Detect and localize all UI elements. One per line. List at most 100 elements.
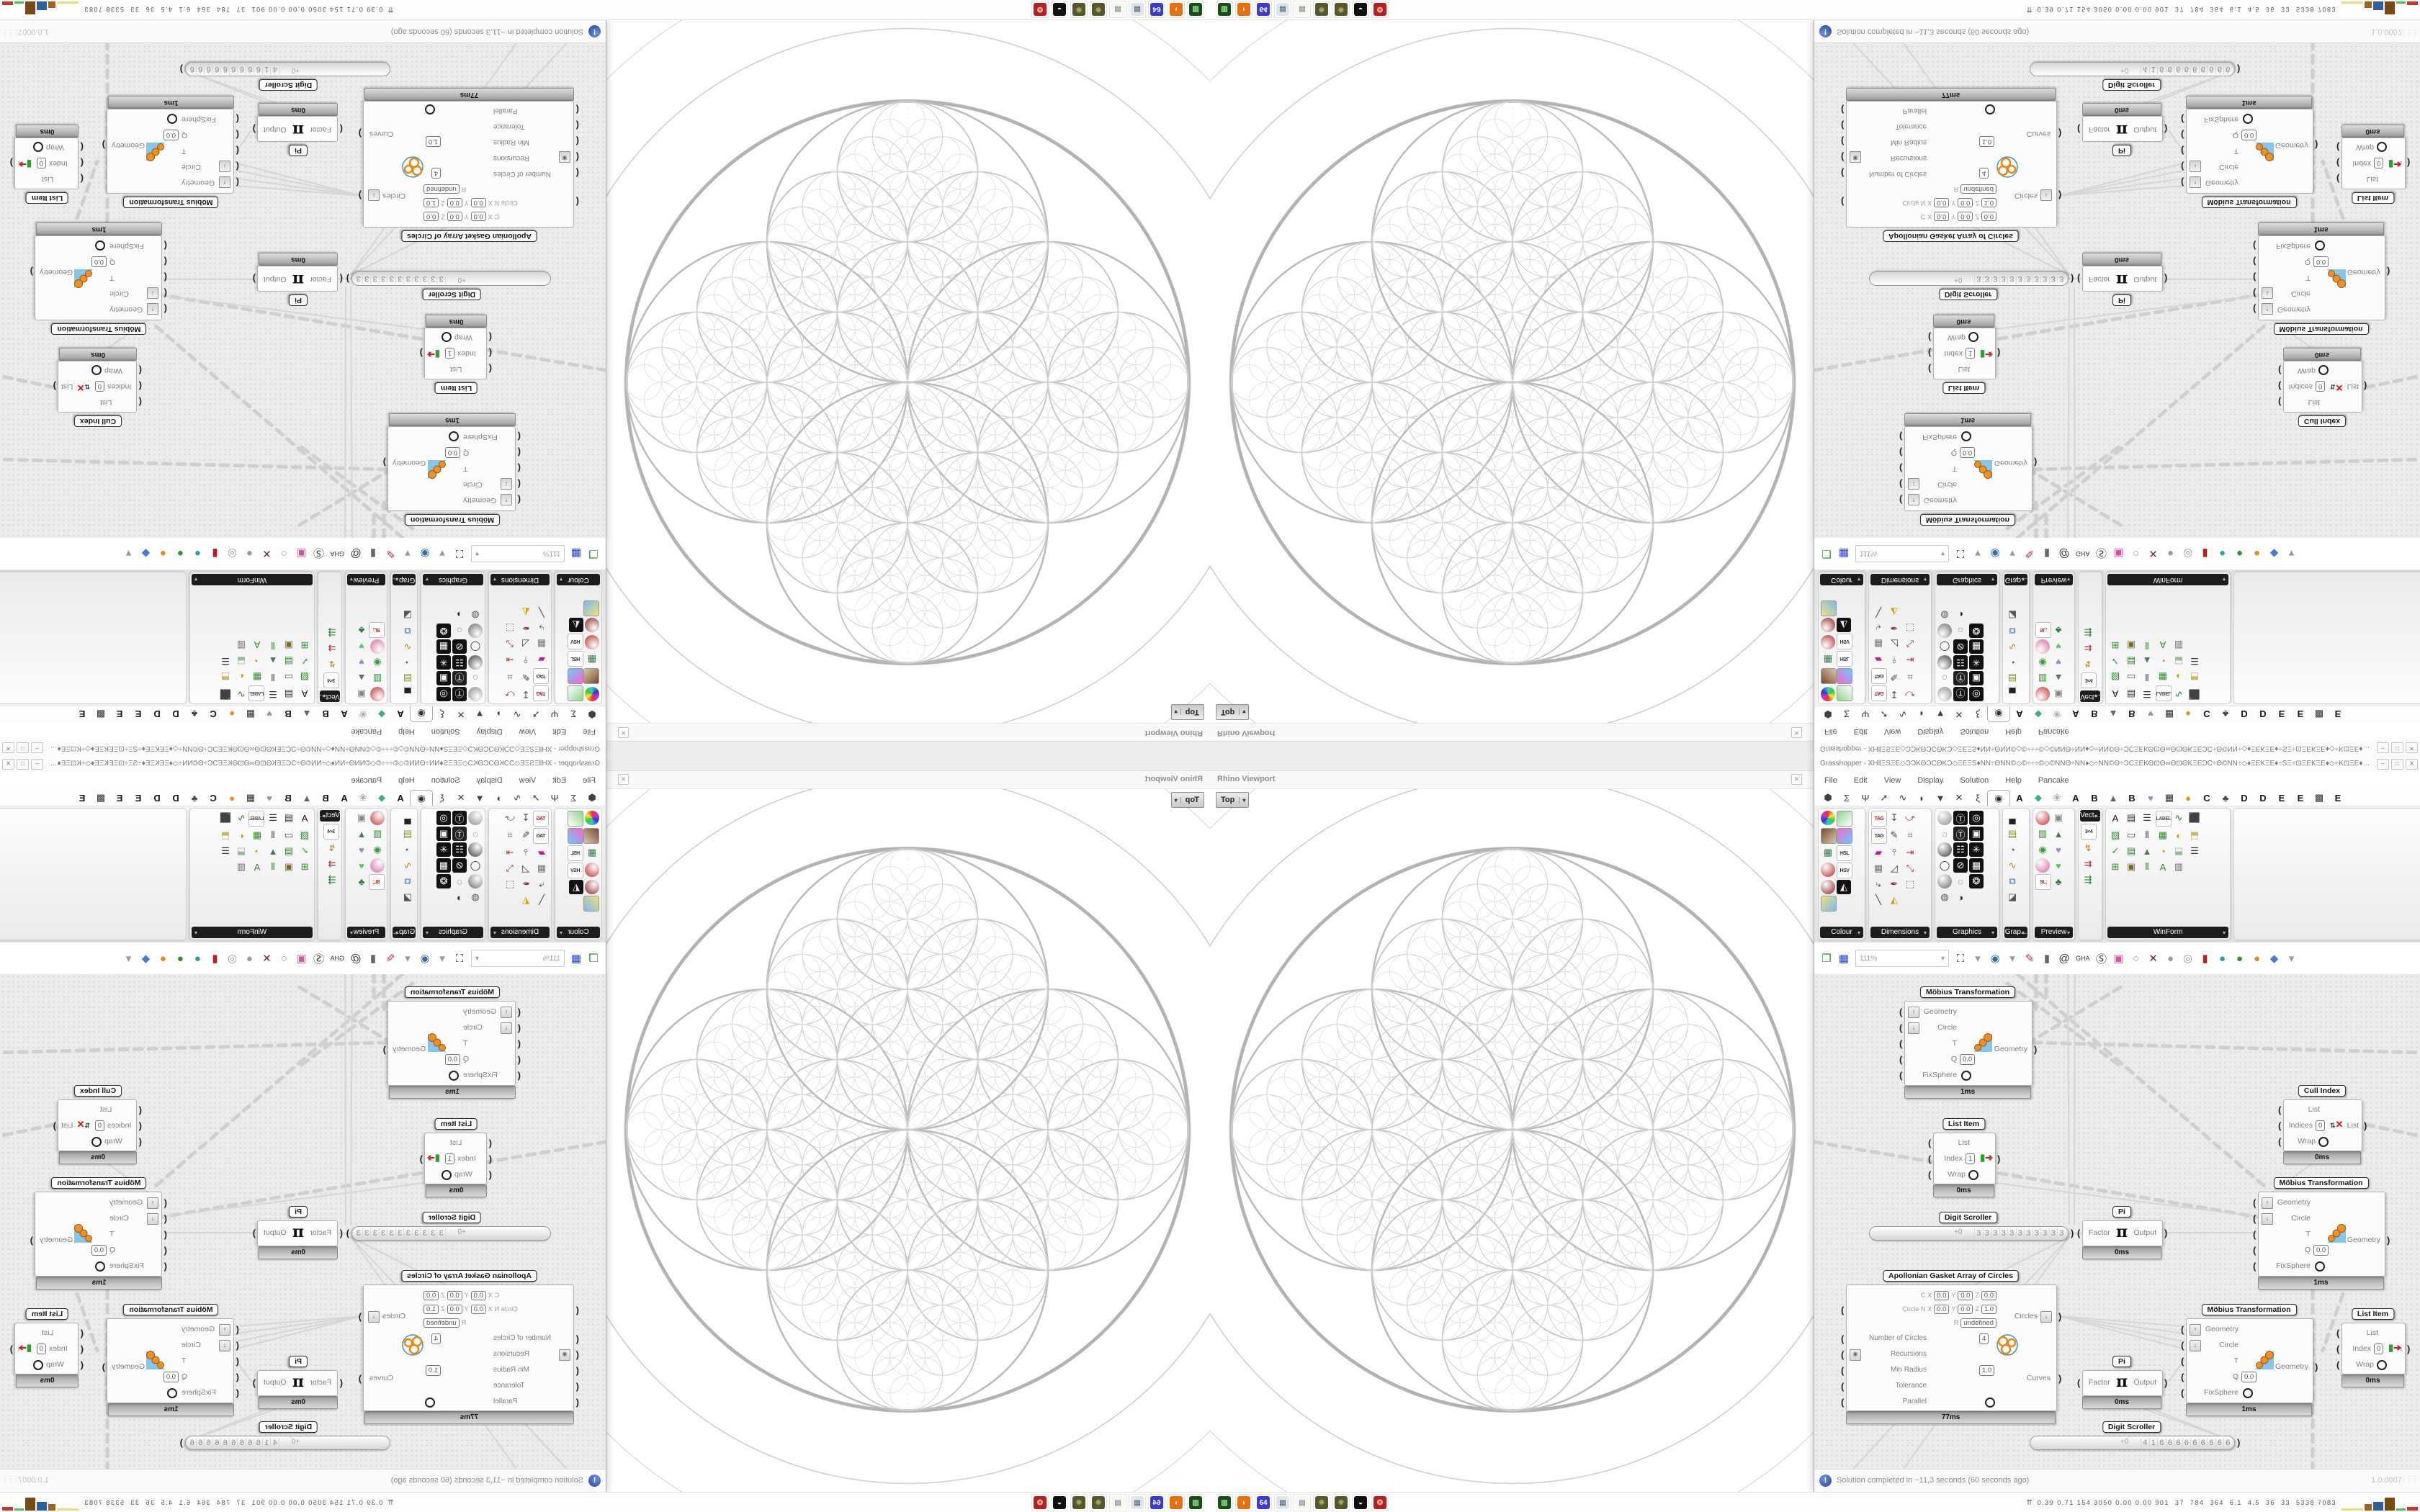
palette-component-icon[interactable]: ⤷ <box>1876 878 1881 889</box>
node-scroller[interactable]: +0 3 3 3 3 3 3 3 3 3 3 3) <box>1869 271 2074 286</box>
tab-addon-c[interactable]: C <box>210 708 217 719</box>
wires-icon[interactable]: ✕ <box>262 547 272 559</box>
tab-surface[interactable]: ◗ <box>496 793 501 804</box>
palette-component-icon[interactable]: ✳ <box>436 842 451 857</box>
tab-addon-a[interactable]: A <box>2016 793 2023 804</box>
palette-component-icon[interactable] <box>568 811 583 827</box>
palette-component-icon[interactable]: ◪ <box>2007 610 2017 621</box>
tab-addon-♥[interactable]: ♥ <box>2148 708 2154 719</box>
input-port[interactable]: ( <box>1841 1349 1845 1360</box>
input-port[interactable]: ( <box>488 1169 492 1180</box>
digit-cell[interactable]: 6 <box>2215 1438 2224 1449</box>
palette-group-label[interactable]: Graphics ▾ <box>423 574 483 585</box>
palette-component-icon[interactable]: ◑ <box>457 609 462 621</box>
palette-component-icon[interactable]: ◐ <box>238 671 244 683</box>
palette-component-icon[interactable]: ▣ <box>2126 640 2136 651</box>
palette-component-icon[interactable]: ⧉ <box>404 626 411 636</box>
palette-component-icon[interactable]: ↯ <box>328 659 336 670</box>
output-port[interactable]: ) <box>179 64 183 75</box>
chevron-down-icon[interactable]: ▾ <box>1857 930 1860 936</box>
palette-component-icon[interactable]: ▤ <box>2126 689 2136 700</box>
tab-addon-▩[interactable]: ▩ <box>96 709 106 720</box>
gha-icon[interactable]: GHA <box>330 550 344 557</box>
grasshopper-titlebar[interactable]: Grasshopper - XH‖ΞSΞΕ◇ƆƆΚΘƆCΘΚƆ◇ΞΕΞS♦ΝΝ÷… <box>1814 740 2420 756</box>
input-port[interactable]: ( <box>575 197 579 207</box>
wires-icon[interactable]: ✕ <box>262 953 272 965</box>
gem-teal-icon[interactable]: ● <box>194 547 202 560</box>
tab-addon-e[interactable]: E <box>2334 708 2341 719</box>
menu-view[interactable]: View <box>519 775 537 785</box>
dropdown-icon[interactable]: ▾ <box>125 547 132 559</box>
palette-component-icon[interactable]: ▨ <box>2110 672 2120 683</box>
package-icon[interactable]: ▣ <box>2113 547 2124 559</box>
toggle-circle[interactable] <box>2243 1388 2253 1398</box>
menu-file[interactable]: File <box>583 727 596 737</box>
value-field[interactable]: 0.0 <box>163 130 179 140</box>
palette-component-icon[interactable] <box>1821 668 1837 684</box>
palette-component-icon[interactable]: ▲ <box>2142 845 2152 857</box>
value-field[interactable]: 4 <box>1979 1333 1989 1344</box>
tab-addon-❀[interactable]: ❀ <box>2053 709 2061 720</box>
modifier-icon[interactable]: ↓ <box>368 1311 380 1323</box>
digit-cell[interactable]: 6 <box>2198 1438 2208 1449</box>
palette-component-icon[interactable]: ▲ <box>357 828 367 840</box>
palette-component-icon[interactable]: ⌗ <box>507 829 513 840</box>
palette-component-icon[interactable]: ▣ <box>2053 689 2063 700</box>
input-port[interactable]: ( <box>2278 365 2282 376</box>
node-scroller[interactable]: +0 3 3 3 3 3 3 3 3 3 3 3) <box>1869 1226 2074 1241</box>
palette-component-icon[interactable]: ▲ <box>2053 672 2063 684</box>
node-engine[interactable]: (↑ Geometry(↓ Circle(T(Q 0.0(FixSphere Geome… <box>1899 426 2037 511</box>
input-port[interactable]: ( <box>163 256 167 267</box>
palette-component-icon[interactable]: ☰ <box>221 656 230 667</box>
preview-shaded-icon[interactable]: ▮ <box>212 547 218 559</box>
palette-component-icon[interactable]: ▦ <box>2158 672 2168 683</box>
menu-view[interactable]: View <box>1883 727 1901 737</box>
tab-addon-b[interactable]: B <box>2091 708 2098 719</box>
input-port[interactable]: ( <box>339 124 343 135</box>
palette-component-icon[interactable]: ⤻ <box>505 689 515 700</box>
tab-display[interactable]: ◉ <box>1987 706 2010 722</box>
palette-component-icon[interactable]: ◎ <box>436 811 451 825</box>
chevron-down-icon[interactable]: ▾ <box>1923 576 1927 582</box>
digit-cell[interactable]: 3 <box>2057 273 2066 284</box>
palette-component-icon[interactable]: 3<4 <box>2081 824 2097 840</box>
palette-component-icon[interactable]: ▨ <box>300 672 310 683</box>
tab-addon-b[interactable]: B <box>322 793 329 804</box>
palette-component-icon[interactable]: ◔ <box>2160 845 2166 857</box>
digit-cell[interactable]: 6 <box>2157 1438 2166 1449</box>
node-label[interactable]: Cull Index <box>73 415 122 427</box>
output-port[interactable]: ) <box>102 1362 105 1372</box>
chevron-down-icon[interactable]: ▾ <box>1923 930 1927 936</box>
palette-component-icon[interactable]: ▥ <box>2038 828 2048 839</box>
chevron-down-icon[interactable]: ▾ <box>350 930 354 936</box>
dropdown-icon[interactable]: ▾ <box>439 953 445 965</box>
remote-icon[interactable]: @ <box>350 952 362 965</box>
input-port[interactable]: ( <box>2181 114 2184 125</box>
digit-cell[interactable]: 6 <box>2207 63 2215 74</box>
palette-group-label[interactable]: Vect... ▾ <box>320 810 340 822</box>
notepad-icon[interactable]: ▤ <box>1109 1494 1126 1511</box>
palette-component-icon[interactable]: HSL <box>1837 651 1852 667</box>
palette-component-icon[interactable]: ◔ <box>254 845 260 857</box>
value-field[interactable]: 0 <box>2316 1120 2326 1131</box>
palette-component-icon[interactable]: ▦ <box>436 639 451 654</box>
palette-component-icon[interactable]: ∿ <box>2174 689 2183 700</box>
close-button[interactable]: ✕ <box>2 742 14 753</box>
palette-component-icon[interactable]: ⇉ <box>328 643 336 654</box>
output-port[interactable]: ) <box>2058 128 2062 139</box>
digit-cell[interactable]: 3 <box>2032 273 2040 284</box>
digit-cell[interactable]: 6 <box>230 63 238 74</box>
grasshopper-canvas[interactable]: Möbius Transformation(↑ Geometry(↓ Circle(… <box>0 43 606 538</box>
moss-ball-icon[interactable]: ❋ <box>1090 1 1107 18</box>
input-port[interactable]: ( <box>1899 1022 1903 1033</box>
palette-component-icon[interactable]: ◌ <box>472 672 478 684</box>
value-field[interactable]: 4 <box>431 168 441 179</box>
printer-icon[interactable]: ▤ <box>1274 1494 1291 1511</box>
node-engine[interactable]: (↑ Geometry(↓ Circle(T(Q 0.0(FixSphere Geome… <box>102 109 239 194</box>
palette-component-icon[interactable]: Ⓣ <box>452 827 467 841</box>
palette-component-icon[interactable]: ▦ <box>252 672 262 683</box>
tab-addon-a[interactable]: A <box>397 793 404 804</box>
palette-group-label[interactable]: Graphics ▾ <box>1937 574 1997 585</box>
input-port[interactable]: ( <box>1841 104 1845 115</box>
